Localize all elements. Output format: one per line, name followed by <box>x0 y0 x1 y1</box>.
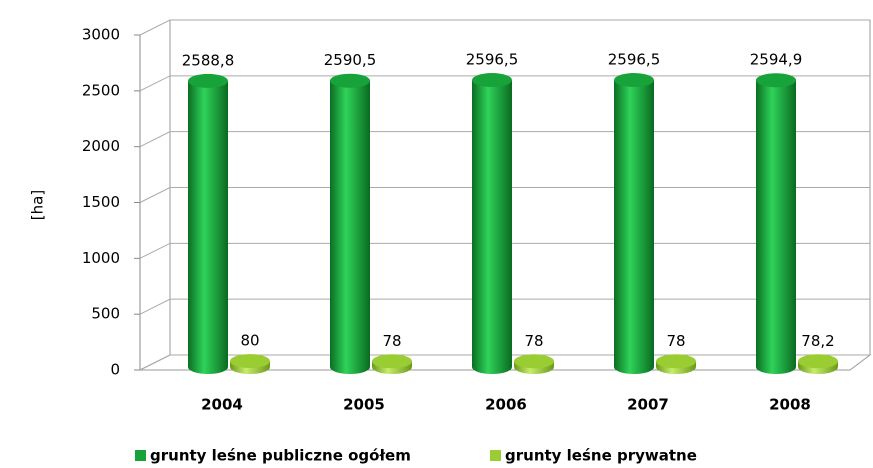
y-tick-label: 2000 <box>82 137 120 155</box>
legend-swatch <box>490 450 501 461</box>
bar <box>614 80 654 368</box>
x-tick-label: 2008 <box>769 396 811 414</box>
y-tick-label: 3000 <box>82 26 120 44</box>
bar-top <box>330 73 370 88</box>
data-label: 2594,9 <box>750 51 803 69</box>
data-label: 78 <box>524 332 543 350</box>
data-label: 2596,5 <box>608 51 661 69</box>
bar-top <box>188 73 228 88</box>
bar <box>188 80 228 368</box>
bar <box>756 80 796 367</box>
y-tick-label: 2500 <box>82 81 120 99</box>
bar-top <box>798 354 838 369</box>
y-tick-label: 500 <box>91 305 120 323</box>
y-tick-label: 1000 <box>82 249 120 267</box>
bar <box>330 80 370 367</box>
bar-top <box>514 354 554 369</box>
x-tick-label: 2005 <box>343 396 385 414</box>
y-axis-label: [ha] <box>29 190 47 220</box>
bar-top <box>614 73 654 88</box>
bar-top <box>372 354 412 369</box>
bar-top <box>230 354 270 369</box>
data-label: 2596,5 <box>466 51 519 69</box>
legend-swatch <box>135 450 146 461</box>
x-tick-label: 2004 <box>201 396 243 414</box>
data-label: 78,2 <box>801 332 834 350</box>
data-label: 2590,5 <box>324 51 377 69</box>
data-label: 2588,8 <box>182 51 235 69</box>
bar-top <box>472 73 512 88</box>
legend-label: grunty leśne publiczne ogółem <box>150 447 411 465</box>
data-label: 78 <box>666 332 685 350</box>
grid-line <box>139 19 870 36</box>
bar-top <box>656 354 696 369</box>
y-tick-label: 0 <box>110 361 120 379</box>
y-tick-label: 1500 <box>82 193 120 211</box>
data-label: 80 <box>240 332 259 350</box>
bar-top <box>756 73 796 88</box>
x-tick-label: 2006 <box>485 396 527 414</box>
bar <box>472 80 512 368</box>
legend-label: grunty leśne prywatne <box>505 447 697 465</box>
x-tick-label: 2007 <box>627 396 669 414</box>
data-label: 78 <box>382 332 401 350</box>
